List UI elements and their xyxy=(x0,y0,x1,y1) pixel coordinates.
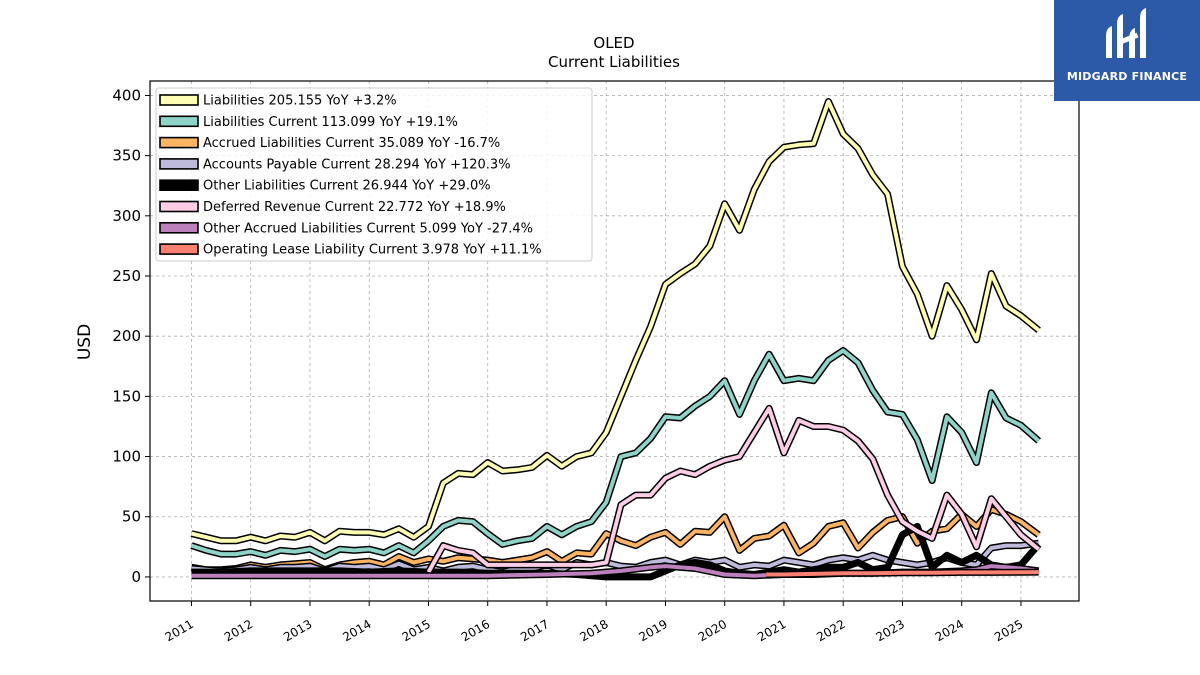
y-tick-label: 300 xyxy=(112,207,141,225)
series-liabilities-current xyxy=(190,347,1042,560)
x-tick-label: 2023 xyxy=(874,617,907,644)
series-line-liabilities xyxy=(191,99,1040,543)
y-tick-label: 400 xyxy=(112,86,141,104)
logo-text: MIDGARD FINANCE xyxy=(1066,70,1188,83)
x-tick-label: 2011 xyxy=(163,617,196,644)
legend-label-other-accrued-liabilities-current: Other Accrued Liabilities Current 5.099 … xyxy=(203,221,533,236)
legend-label-deferred-revenue-current: Deferred Revenue Current 22.772 YoY +18.… xyxy=(203,200,506,215)
x-tick-label: 2018 xyxy=(577,617,610,644)
legend-swatch-deferred-revenue-current xyxy=(159,200,199,213)
legend-swatch-liabilities xyxy=(159,94,199,106)
series-other-liabilities-current xyxy=(191,522,1042,581)
y-axis-label: USD xyxy=(75,324,95,360)
legend-swatch-other-accrued-liabilities-current xyxy=(159,222,199,234)
x-tick-label: 2014 xyxy=(340,617,373,644)
x-tick-label: 2012 xyxy=(222,617,255,644)
x-tick-label: 2016 xyxy=(459,617,492,644)
legend-swatch-operating-lease-liability-current xyxy=(159,243,199,255)
series-outline-deferred-revenue-current xyxy=(425,404,1041,574)
series-line-other-liabilities-current xyxy=(191,524,1041,579)
x-tick-label: 2013 xyxy=(281,617,314,644)
x-tick-label: 2025 xyxy=(992,617,1025,644)
series-operating-lease-liability-current xyxy=(766,568,1039,578)
y-tick-label: 50 xyxy=(122,508,141,526)
legend-swatch-accrued-liabilities-current xyxy=(159,136,199,149)
y-tick-label: 0 xyxy=(131,568,141,586)
series-line-deferred-revenue-current xyxy=(426,406,1040,574)
y-tick-label: 250 xyxy=(112,267,141,285)
legend-swatch-liabilities-current xyxy=(159,115,199,128)
legend-swatch-accounts-payable-current xyxy=(159,158,199,170)
x-tick-label: 2024 xyxy=(933,617,966,644)
y-tick-label: 100 xyxy=(112,448,141,466)
x-tick-label: 2021 xyxy=(755,617,788,644)
y-tick-label: 350 xyxy=(112,147,141,165)
plot-frame xyxy=(149,80,1080,602)
x-tick-label: 2015 xyxy=(400,617,433,644)
x-tick-label: 2020 xyxy=(696,617,729,644)
legend-label-accounts-payable-current: Accounts Payable Current 28.294 YoY +120… xyxy=(203,157,511,172)
y-tick-label: 150 xyxy=(112,387,141,405)
legend-label-liabilities: Liabilities 205.155 YoY +3.2% xyxy=(203,94,397,109)
legend-box xyxy=(155,87,593,262)
series-deferred-revenue-current xyxy=(425,404,1041,574)
chart-title: OLED xyxy=(593,34,634,52)
x-tick-label: 2022 xyxy=(814,617,847,644)
brand-logo: MIDGARD FINANCE xyxy=(1054,0,1200,101)
legend-label-operating-lease-liability-current: Operating Lease Liability Current 3.978 … xyxy=(203,243,542,258)
x-tick-label: 2019 xyxy=(637,617,670,644)
legend-label-accrued-liabilities-current: Accrued Liabilities Current 35.089 YoY -… xyxy=(203,136,500,151)
x-tick-label: 2017 xyxy=(518,617,551,644)
series-layer xyxy=(190,98,1042,581)
legend-label-liabilities-current: Liabilities Current 113.099 YoY +19.1% xyxy=(203,115,458,130)
series-liabilities xyxy=(190,98,1041,545)
legend: Liabilities 205.155 YoY +3.2% Liabilities… xyxy=(155,87,593,262)
series-line-operating-lease-liability-current xyxy=(766,570,1039,577)
chart-subtitle: Current Liabilities xyxy=(548,53,680,71)
axes: 0 50 100 150 200 250 300 350 400 2011 2012 2013 2014… xyxy=(112,86,1025,644)
y-tick-label: 200 xyxy=(112,327,141,345)
logo-mark-icon xyxy=(1106,8,1146,58)
legend-label-other-liabilities-current: Other Liabilities Current 26.944 YoY +29… xyxy=(203,179,491,194)
series-line-liabilities-current xyxy=(190,348,1041,559)
legend-swatch-other-liabilities-current xyxy=(159,179,199,191)
